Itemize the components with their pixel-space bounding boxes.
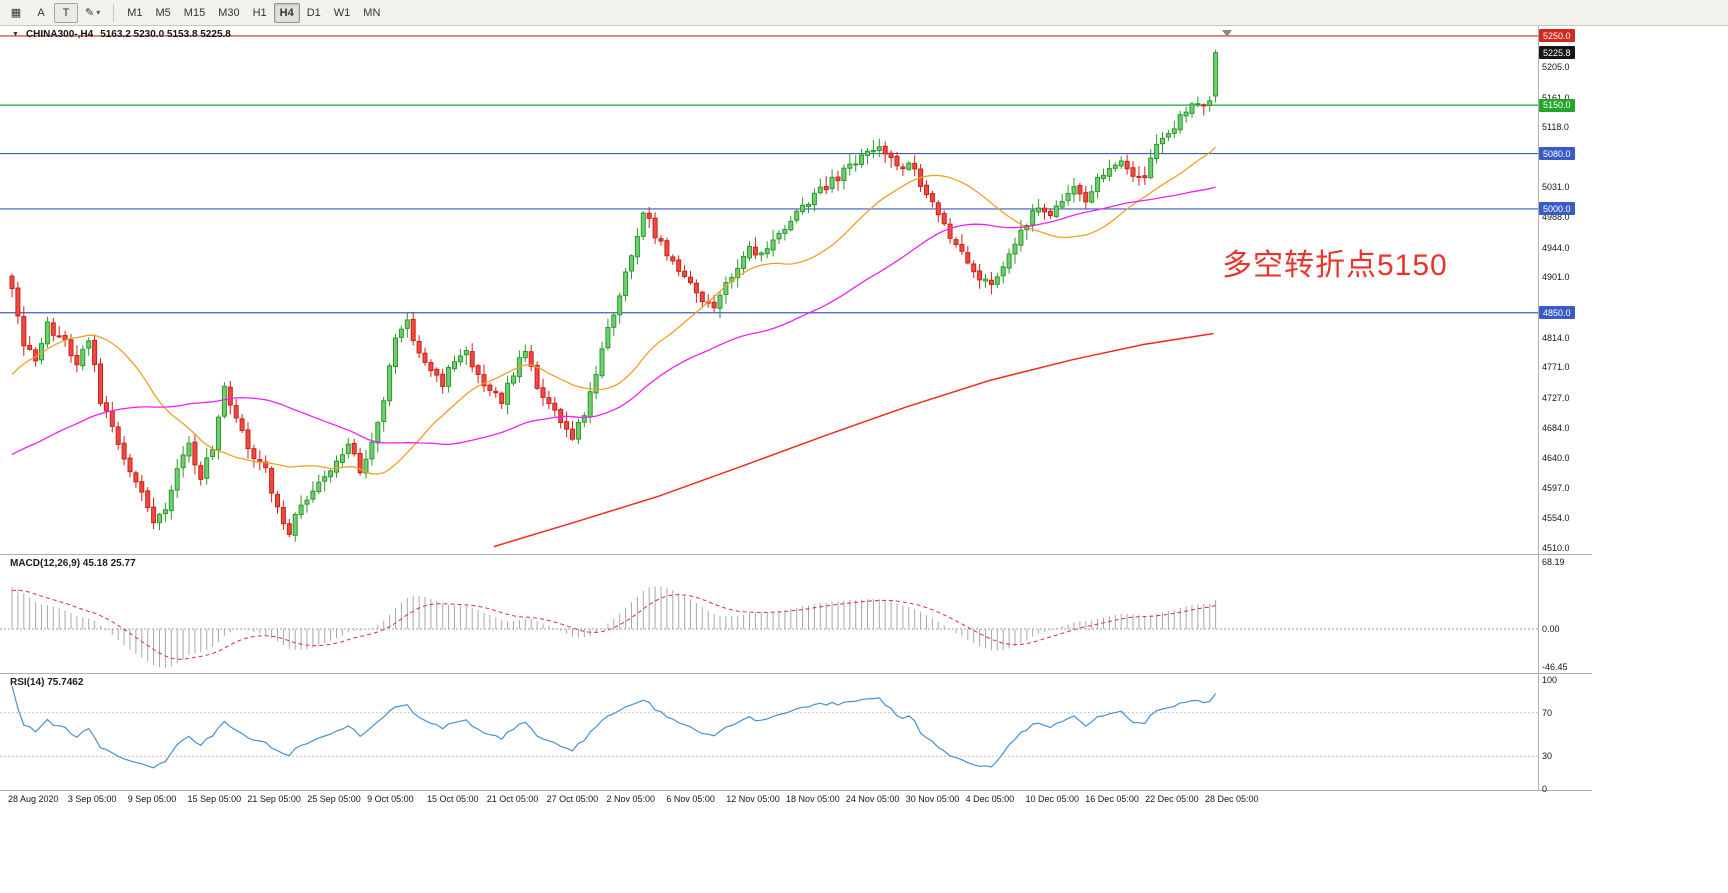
price-tick-label: 4814.0 [1542,332,1570,343]
ohlc-values: 5163.2 5230.0 5153.8 5225.8 [100,29,231,40]
time-tick-label: 9 Sep 05:00 [127,794,177,804]
horizontal-level-lines[interactable] [0,35,1538,314]
level-price-label: 5080.0 [1539,147,1575,161]
time-tick-label: 27 Oct 05:00 [546,794,599,804]
time-tick-label: 25 Sep 05:00 [307,794,361,804]
timeframe-h1-button[interactable]: H1 [252,6,267,19]
time-tick-label: 21 Sep 05:00 [247,794,301,804]
price-tick-label: 4684.0 [1542,422,1570,433]
toolbar-separator [113,3,115,22]
time-tick-label: 9 Oct 05:00 [367,794,414,804]
timeframe-buttons: M1 M5 M15 M30 H1 H4 D1 W1 MN [121,2,386,23]
time-tick-label: 28 Aug 2020 [8,794,59,804]
ma-mid-line [11,186,1216,456]
chart-title: ▼ CHINA300-,H4 5163.2 5230.0 5153.8 5225… [12,29,231,40]
timeframe-m30-button[interactable]: M30 [218,6,240,19]
time-tick-label: 18 Nov 05:00 [786,794,840,804]
rsi-axis-label: 100 [1542,675,1558,685]
time-tick-label: 3 Sep 05:00 [67,794,117,804]
time-tick-label: 2 Nov 05:00 [606,794,656,804]
rsi-label: RSI(14) 75.7462 [10,677,84,688]
macd-axis-label: -46.45 [1542,662,1568,672]
price-tick-label: 5205.0 [1542,62,1570,73]
price-tick-label: 4510.0 [1542,543,1570,553]
time-tick-label: 15 Sep 05:00 [187,794,242,804]
timeframe-m5-button[interactable]: M5 [155,6,171,19]
text-annotation-icon[interactable]: A [37,6,45,19]
time-tick-label: 4 Dec 05:00 [965,794,1015,804]
dropdown-caret-icon[interactable]: ▾ [96,8,101,17]
price-tick-label: 4640.0 [1542,453,1570,464]
rsi-line [11,685,1217,769]
time-tick-label: 24 Nov 05:00 [845,794,900,804]
timeframe-mn-button[interactable]: MN [363,6,381,19]
price-tick-label: 4597.0 [1542,482,1570,493]
charts-grid-icon[interactable]: ▦ [10,7,22,19]
price-tick-label: 4771.0 [1542,362,1570,373]
macd-histogram [11,586,1217,668]
macd-signal-line [11,589,1216,660]
time-tick-label: 15 Oct 05:00 [426,794,479,804]
candlesticks [9,49,1219,542]
macd-label: MACD(12,26,9) 45.18 25.77 [10,558,136,569]
toolbar-tools: ▦ A T ✎ ▾ [4,2,106,23]
timeframe-m15-button[interactable]: M15 [183,6,206,19]
time-tick-label: 22 Dec 05:00 [1145,794,1199,804]
time-tick-label: 10 Dec 05:00 [1025,794,1079,804]
chart-annotation-text: 多空转折点5150 [1222,249,1448,282]
timeframe-m1-button[interactable]: M1 [127,6,143,19]
price-tick-label: 4944.0 [1542,242,1570,253]
chart-shift-marker-icon[interactable] [1222,30,1232,37]
timeframe-d1-button[interactable]: D1 [306,6,321,19]
text-tool-icon[interactable]: T [54,2,78,23]
price-tick-label: 4901.0 [1542,272,1570,283]
drawing-style-icon[interactable]: ✎ ▾ [85,7,101,19]
price-tick-label: 5031.0 [1542,182,1570,193]
price-tick-label: 4988.0 [1542,212,1570,223]
price-tick-label: 5118.0 [1542,122,1569,133]
level-price-label: 5150.0 [1539,98,1575,112]
timeframe-h4-button[interactable]: H4 [273,2,300,23]
level-price-label: 4850.0 [1539,306,1575,320]
ma-fast-line [11,146,1217,475]
time-tick-label: 21 Oct 05:00 [486,794,539,804]
macd-axis-label: 68.19 [1542,557,1565,567]
time-tick-label: 6 Nov 05:00 [666,794,715,804]
time-tick-label: 12 Nov 05:00 [726,794,780,804]
time-tick-label: 30 Nov 05:00 [905,794,960,804]
timeframe-w1-button[interactable]: W1 [333,6,351,19]
symbol-name: CHINA300-,H4 [25,29,94,40]
rsi-axis-label: 70 [1542,707,1553,718]
ma-slow-line [493,332,1214,548]
toolbar: ▦ A T ✎ ▾ M1 M5 M15 M30 H1 H4 D1 W1 MN [0,0,1728,26]
price-tick-label: 4554.0 [1542,512,1570,523]
price-tick-label: 4727.0 [1542,392,1570,403]
time-tick-label: 28 Dec 05:00 [1205,794,1259,804]
symbol-marker-icon[interactable]: ▼ [12,31,19,38]
time-tick-label: 16 Dec 05:00 [1085,794,1139,804]
macd-axis-label: 0.00 [1542,624,1560,634]
level-price-label: 5250.0 [1539,29,1575,43]
rsi-axis-label: 0 [1542,784,1548,794]
level-price-label: 5000.0 [1539,202,1575,216]
rsi-axis-label: 30 [1542,751,1553,762]
price-tick-label: 5161.0 [1542,92,1570,103]
current-price-label: 5225.8 [1539,46,1575,60]
